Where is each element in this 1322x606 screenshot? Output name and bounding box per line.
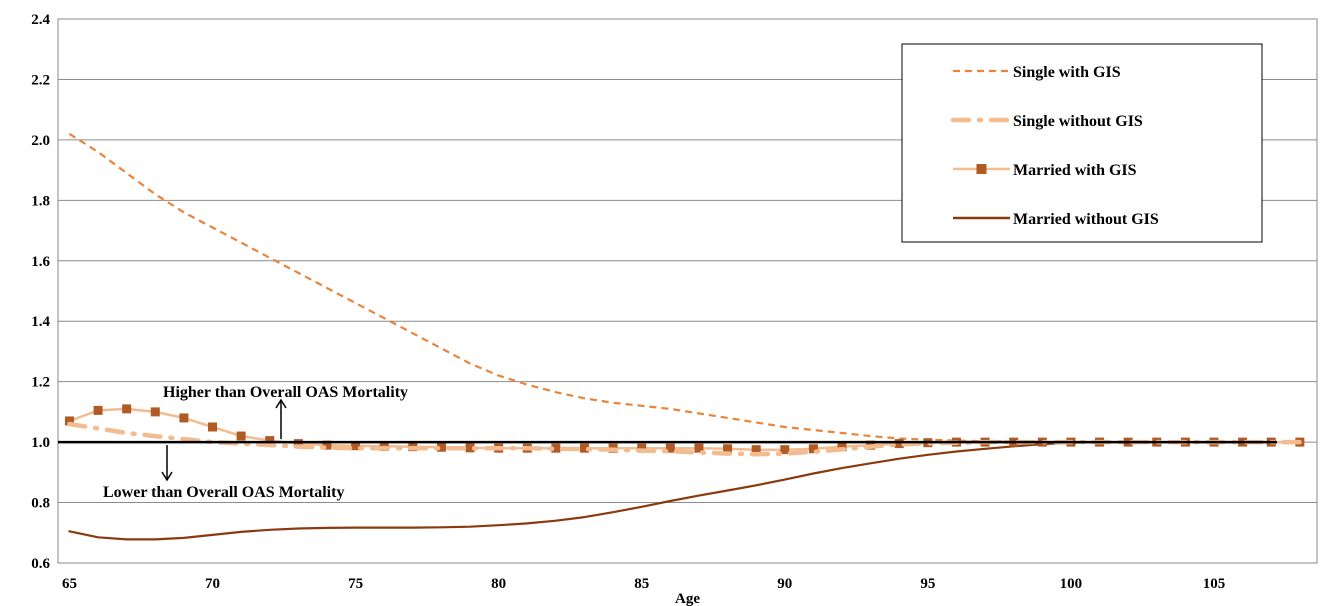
arrow-up-head-icon — [275, 398, 287, 409]
annotation-lower: Lower than Overall OAS Mortality — [103, 484, 344, 501]
y-tick-label: 0.8 — [31, 496, 50, 512]
data-point-marker — [265, 436, 275, 446]
y-tick-label: 0.6 — [31, 556, 50, 572]
x-tick-label: 70 — [205, 576, 220, 592]
y-axis-ticks: 0.6 0.8 1.0 1.2 1.4 1.6 1.8 2.0 2.2 2.4 — [31, 12, 50, 572]
data-point-marker — [236, 431, 246, 441]
annotation-higher: Higher than Overall OAS Mortality — [163, 384, 408, 401]
x-tick-label: 75 — [348, 576, 363, 592]
data-point-marker — [579, 443, 589, 453]
legend-item: Single with GIS — [953, 64, 1121, 81]
legend-item: Married without GIS — [953, 211, 1159, 228]
y-tick-label: 1.4 — [31, 314, 50, 330]
data-point-marker — [351, 441, 361, 451]
data-point-marker — [208, 422, 218, 432]
data-point-marker — [436, 442, 446, 452]
data-point-marker — [293, 439, 303, 449]
legend-item: Single without GIS — [950, 113, 1143, 130]
legend-item: Married with GIS — [953, 162, 1137, 179]
arrow-down-head-icon — [161, 471, 173, 482]
x-axis-ticks: 65 70 75 80 85 90 95 100 105 — [62, 576, 1225, 592]
plot-area-frame — [57, 18, 1318, 564]
series-married-with-gis — [64, 404, 1305, 455]
data-point-marker — [322, 440, 332, 450]
legend-label: Single without GIS — [1013, 113, 1143, 130]
legend-label: Married with GIS — [1013, 162, 1137, 179]
x-tick-label: 100 — [1060, 576, 1083, 592]
data-point-marker — [751, 445, 761, 455]
data-point-marker — [723, 444, 733, 454]
data-point-marker — [122, 404, 132, 414]
data-point-marker — [808, 444, 818, 454]
x-tick-label: 105 — [1203, 576, 1226, 592]
legend-label: Married without GIS — [1013, 211, 1159, 228]
x-axis-label: Age — [675, 591, 700, 606]
data-point-marker — [837, 442, 847, 452]
x-tick-label: 95 — [920, 576, 935, 592]
annotations: Higher than Overall OAS Mortality Lower … — [103, 384, 408, 501]
y-tick-label: 1.0 — [31, 435, 50, 451]
x-tick-label: 65 — [62, 576, 77, 592]
x-tick-label: 80 — [491, 576, 506, 592]
y-tick-label: 2.2 — [31, 72, 50, 88]
y-tick-label: 1.2 — [31, 375, 50, 391]
y-tick-label: 2.4 — [31, 12, 50, 28]
y-tick-label: 2.0 — [31, 133, 50, 149]
data-point-marker — [894, 439, 904, 449]
series-line — [68, 407, 1302, 451]
legend-box — [901, 43, 1263, 243]
data-point-marker — [465, 443, 475, 453]
legend-marker — [976, 164, 987, 174]
data-point-marker — [179, 413, 189, 423]
x-tick-label: 90 — [777, 576, 792, 592]
data-point-marker — [150, 407, 160, 417]
data-point-marker — [637, 443, 647, 453]
data-point-marker — [93, 405, 103, 415]
data-point-marker — [694, 443, 704, 453]
y-tick-label: 1.6 — [31, 254, 50, 270]
x-tick-label: 85 — [634, 576, 649, 592]
data-point-marker — [64, 416, 74, 426]
data-point-marker — [780, 445, 790, 455]
data-point-marker — [551, 443, 561, 453]
legend: Single with GIS Single without GIS Married… — [901, 43, 1263, 243]
legend-label: Single with GIS — [1013, 64, 1121, 81]
y-tick-label: 1.8 — [31, 193, 50, 209]
data-point-marker — [665, 443, 675, 453]
